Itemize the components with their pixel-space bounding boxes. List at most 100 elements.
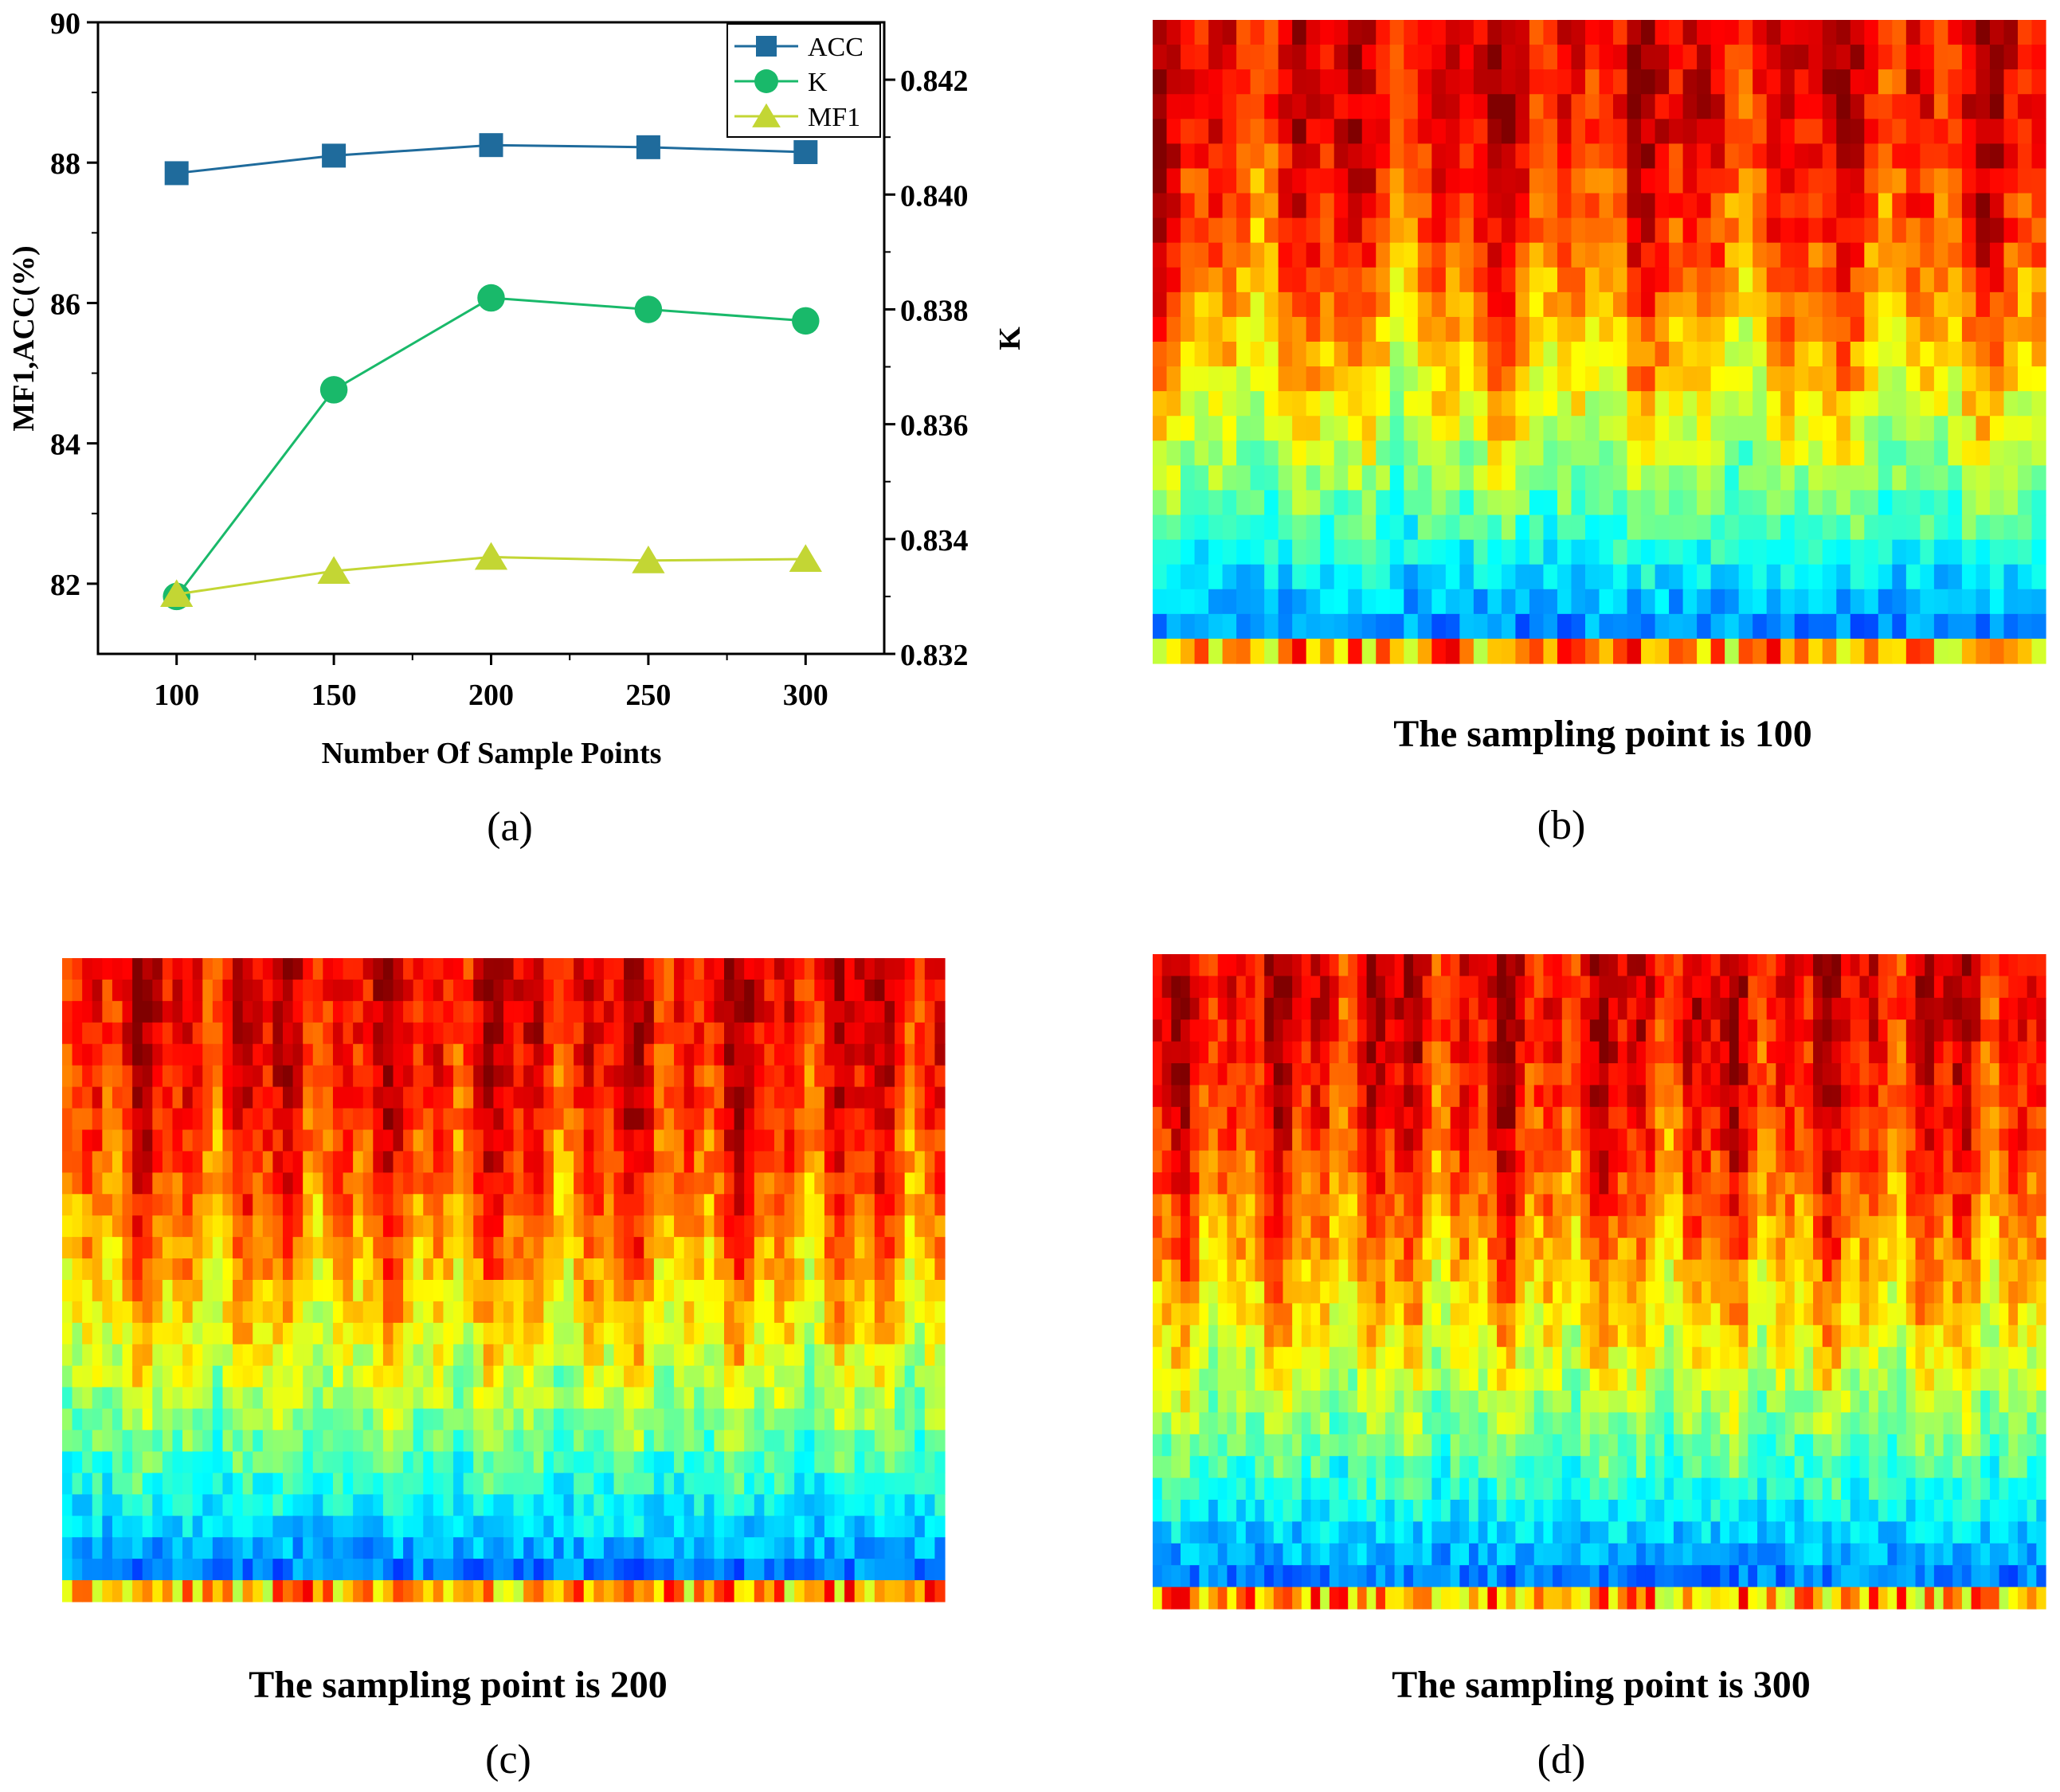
heatmap-cell	[1948, 391, 1963, 417]
heatmap-cell	[814, 1022, 825, 1045]
heatmap-cell	[1376, 342, 1391, 367]
heatmap-cell	[2031, 193, 2046, 219]
series-layer	[160, 133, 822, 611]
heatmap-cell	[1431, 45, 1447, 70]
heatmap-cell	[844, 1344, 856, 1367]
heatmap-cell	[523, 1129, 535, 1152]
heatmap-cell	[754, 1172, 765, 1195]
heatmap-cell	[794, 979, 805, 1002]
heatmap-cell	[864, 1237, 875, 1259]
heatmap-cell	[593, 1473, 605, 1495]
heatmap-cell	[794, 1580, 805, 1602]
heatmap-cell	[433, 1365, 445, 1388]
heatmap-cell	[1250, 94, 1265, 119]
heatmap-cell	[703, 1473, 715, 1495]
heatmap-cell	[483, 1322, 495, 1345]
heatmap-cell	[1459, 217, 1475, 244]
heatmap-cell	[122, 1322, 133, 1345]
heatmap-cell	[1925, 954, 1935, 976]
heatmap-cell	[764, 1237, 775, 1259]
heatmap-cell	[393, 1537, 404, 1559]
heatmap-cell	[1181, 1085, 1191, 1108]
heatmap-cell	[1976, 416, 1991, 441]
heatmap-cell	[1515, 564, 1530, 590]
heatmap-cell	[413, 1237, 424, 1259]
heatmap-cell	[292, 1387, 304, 1410]
heatmap-cell	[233, 1086, 244, 1109]
heatmap-cell	[393, 1451, 404, 1473]
heatmap-cell	[1348, 94, 1363, 119]
heatmap-cell	[754, 1408, 765, 1431]
heatmap-cell	[453, 1516, 464, 1538]
heatmap-cell	[262, 1494, 274, 1516]
heatmap-cell	[253, 979, 264, 1002]
heatmap-cell	[1878, 168, 1893, 194]
heatmap-cell	[773, 1451, 785, 1473]
heatmap-cell	[583, 1301, 594, 1324]
heatmap-cell	[574, 1108, 585, 1131]
heatmap-cell	[312, 1301, 323, 1324]
heatmap-cell	[82, 1000, 93, 1023]
heatmap-cell	[332, 958, 344, 980]
heatmap-cell	[1501, 416, 1517, 441]
heatmap-cell	[694, 979, 705, 1002]
heatmap-cell	[744, 1108, 755, 1131]
heatmap-cell	[1166, 490, 1181, 516]
heatmap-cell	[884, 1365, 895, 1388]
heatmap-cell	[764, 1344, 775, 1367]
heatmap-cell	[102, 1537, 113, 1559]
heatmap-cell	[1515, 20, 1530, 45]
heatmap-cell	[272, 1301, 284, 1324]
heatmap-cell	[683, 1086, 695, 1109]
heatmap-cell	[312, 1559, 323, 1581]
heatmap-cell	[1264, 976, 1275, 999]
heatmap-cell	[1306, 119, 1321, 144]
heatmap-cell	[253, 1194, 264, 1216]
heatmap-cell	[82, 1237, 93, 1259]
heatmap-cell	[303, 1237, 314, 1259]
heatmap-cell	[703, 1151, 715, 1173]
heatmap-cell	[283, 1172, 294, 1195]
heatmap-cell	[1841, 976, 1851, 999]
heatmap-cell	[914, 1408, 926, 1431]
heatmap-cell	[2008, 997, 2019, 1020]
heatmap-cell	[272, 1387, 284, 1410]
heatmap-cell	[1753, 193, 1768, 219]
heatmap-cell	[1836, 316, 1851, 342]
heatmap-cell	[1501, 94, 1517, 119]
heatmap-cell	[272, 1473, 284, 1495]
heatmap-cell	[1780, 316, 1796, 342]
heatmap-cell	[202, 1473, 213, 1495]
heatmap-cell	[1933, 193, 1948, 219]
heatmap-cell	[1794, 1063, 1804, 1086]
heatmap-cell	[1222, 69, 1237, 95]
heatmap-cell	[703, 1086, 715, 1109]
heatmap-cell	[1389, 267, 1404, 293]
heatmap-cell	[283, 1494, 294, 1516]
heatmap-cell	[1338, 997, 1349, 1020]
heatmap-cell	[82, 1516, 93, 1538]
heatmap-cell	[443, 1473, 454, 1495]
heatmap-cell	[624, 1280, 635, 1302]
heatmap-cell	[353, 1344, 364, 1367]
heatmap-cell	[633, 1473, 644, 1495]
heatmap-cell	[593, 1151, 605, 1173]
heatmap-cell	[242, 1494, 253, 1516]
heatmap-cell	[674, 1043, 685, 1066]
heatmap-cell	[804, 1129, 815, 1152]
heatmap-cell	[1627, 143, 1642, 170]
heatmap-cell	[1589, 976, 1600, 999]
heatmap-cell	[493, 1537, 504, 1559]
heatmap-cell	[453, 1494, 464, 1516]
heatmap-cell	[1613, 391, 1628, 417]
heatmap-cell	[1948, 366, 1963, 392]
heatmap-cell	[854, 1365, 865, 1388]
heatmap-cell	[393, 979, 404, 1002]
heatmap-cell	[72, 1000, 83, 1023]
heatmap-cell	[1636, 997, 1647, 1020]
heatmap-cell	[393, 1151, 404, 1173]
heatmap-cell	[382, 1215, 394, 1238]
heatmap-cell	[1306, 267, 1321, 293]
heatmap-cell	[1181, 976, 1191, 999]
heatmap-cell	[473, 979, 484, 1002]
